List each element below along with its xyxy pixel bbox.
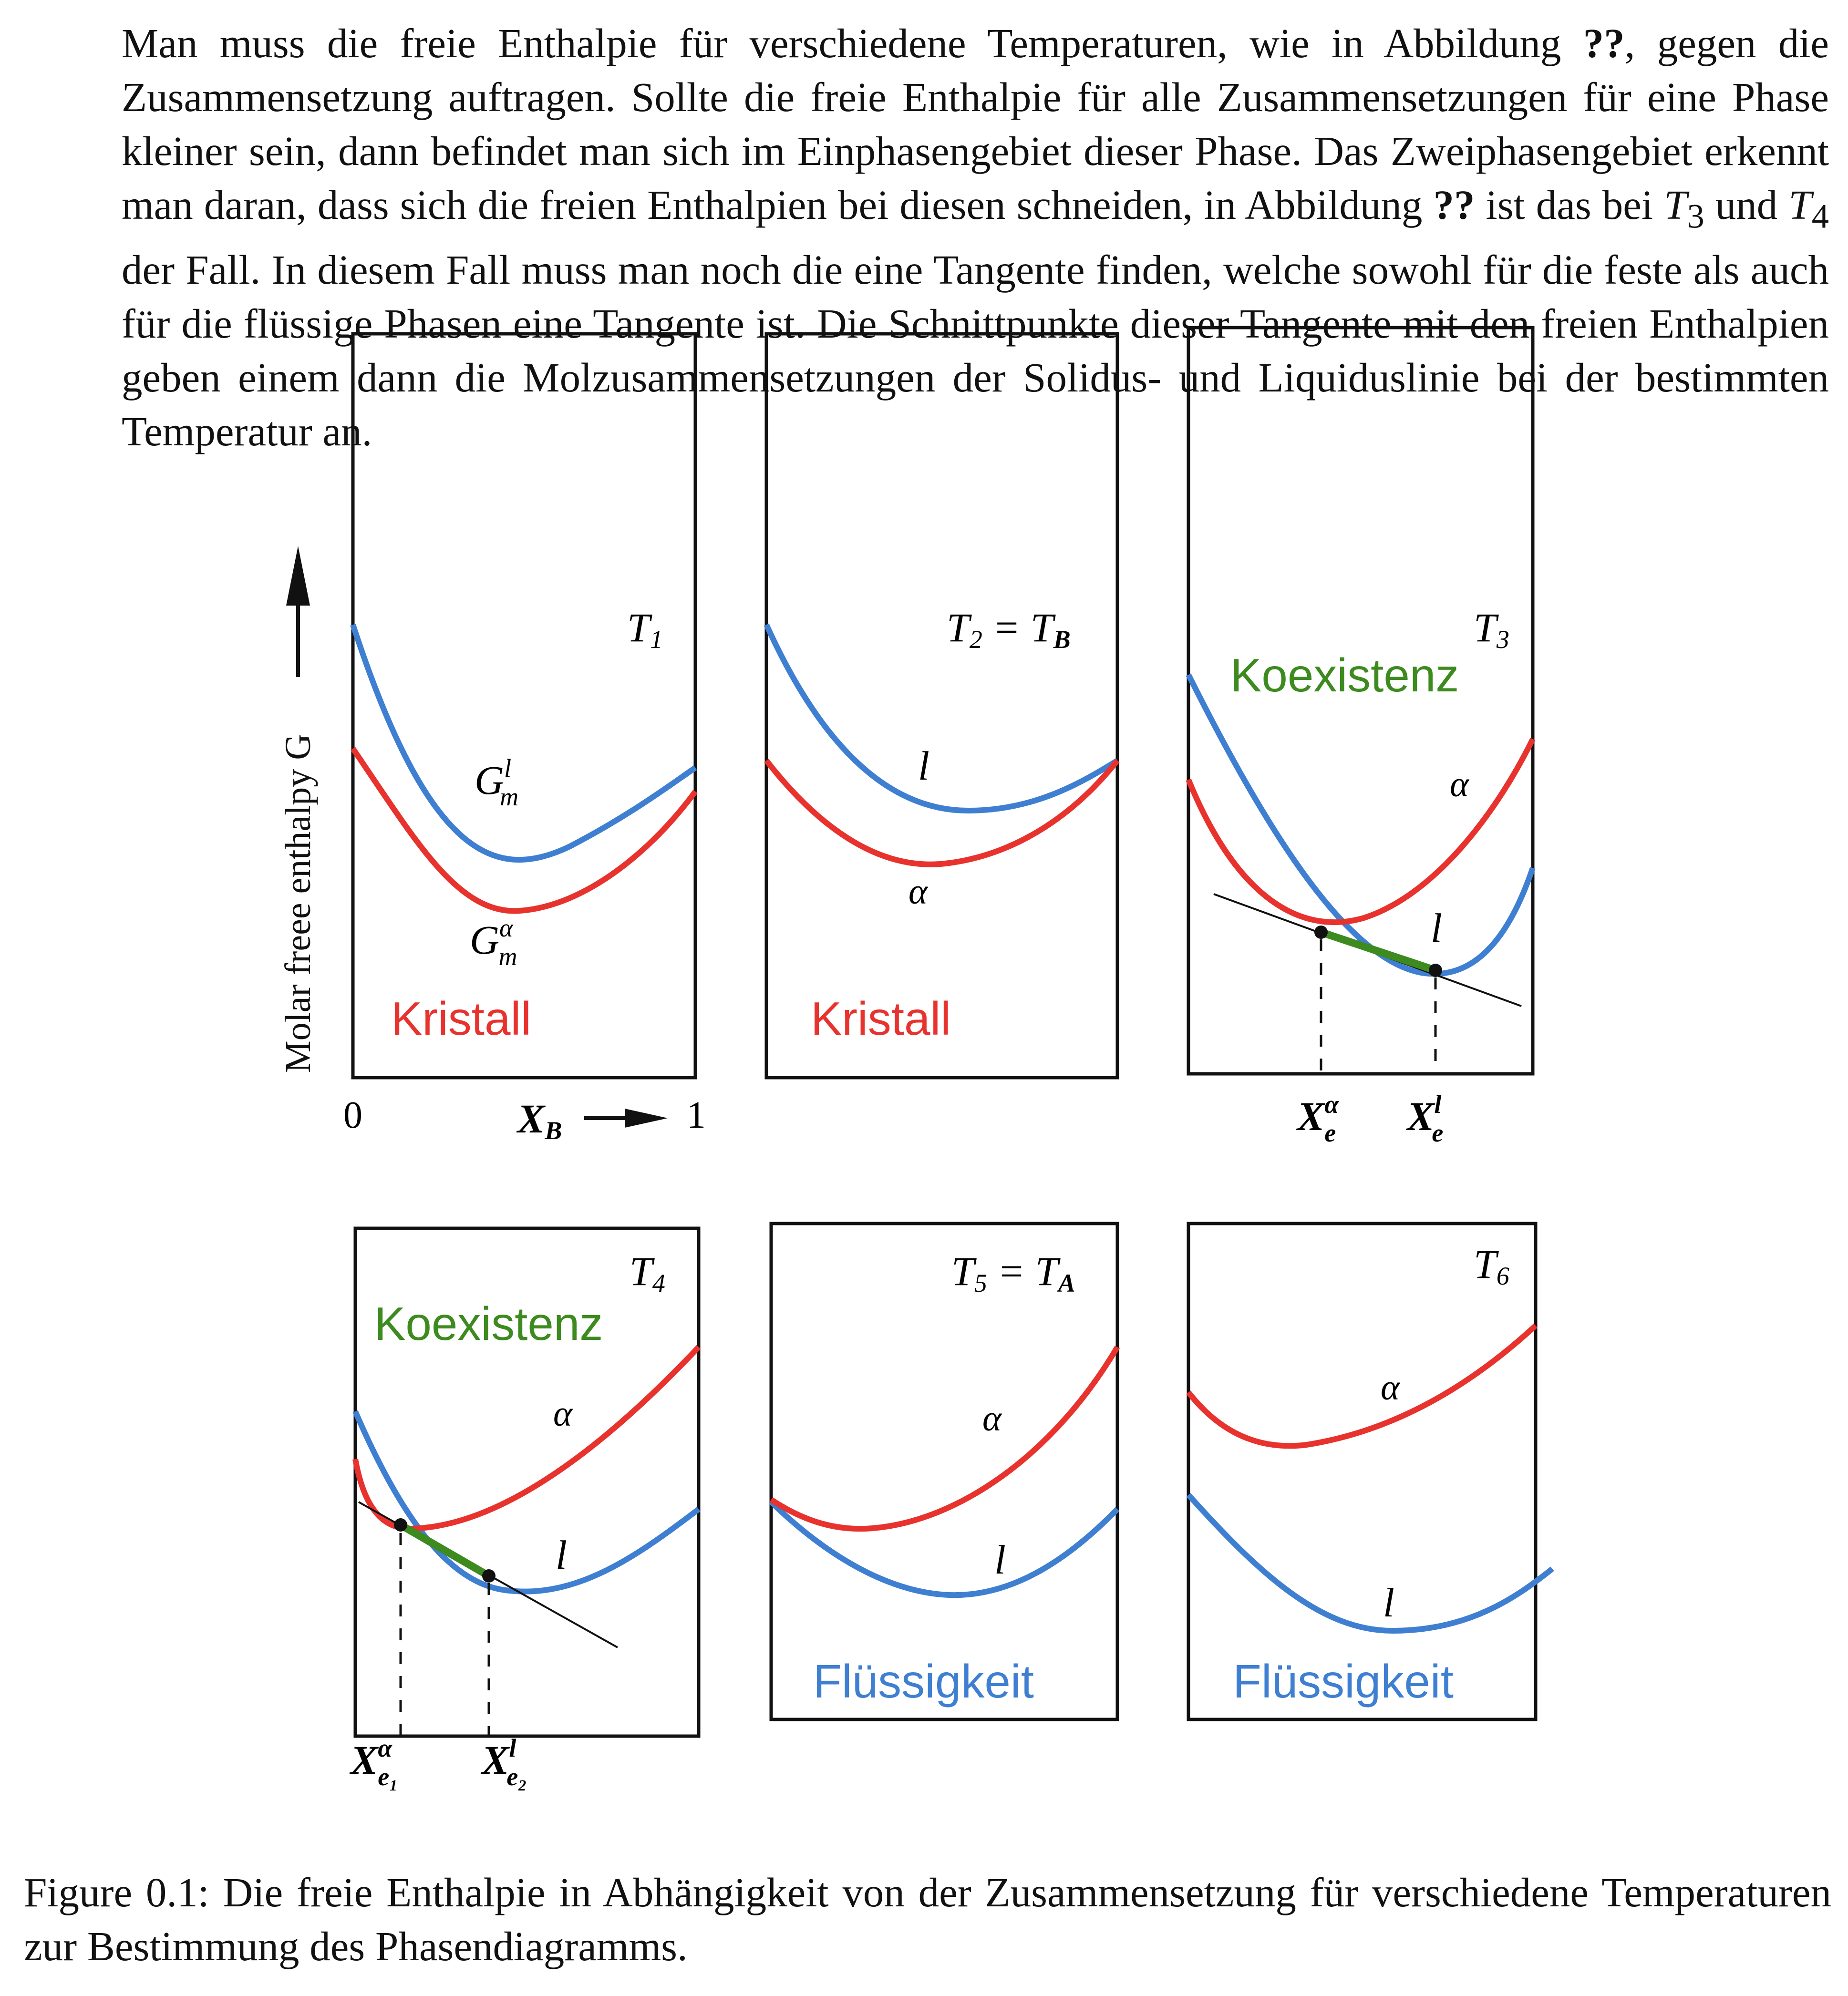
math-t4: T	[1788, 182, 1812, 228]
intro-text: Sollte die freie Enthalpie für alle Zusa…	[122, 74, 1829, 174]
curve-label-crystal: α	[1381, 1368, 1401, 1408]
caption-label: Figure 0.1:	[24, 1869, 209, 1915]
region-label: Kristall	[391, 992, 531, 1045]
figure-ref[interactable]: ??	[1583, 20, 1625, 66]
tangent-tick-solid: Xα e₁	[349, 1734, 398, 1791]
panel-title: T4	[630, 1248, 665, 1297]
intro-text: ist das bei	[1475, 182, 1664, 228]
panel-title: T5 = TA	[951, 1248, 1075, 1297]
curve-crystal	[1186, 738, 1536, 926]
math-sub: 3	[1687, 196, 1704, 236]
x-tick-min: 0	[343, 1094, 362, 1136]
intro-paragraph: Man muss die freie Enthalpie für verschi…	[122, 16, 1829, 458]
panel-title: T1	[627, 605, 663, 654]
panel-t1-frame	[351, 332, 697, 1080]
panel-t4-frame	[353, 1226, 701, 1738]
intro-text: der Fall.	[122, 247, 261, 293]
enthalpy-figure: Molar freee enthalpy G T1 Gl m Gα m Krista…	[278, 326, 1554, 1791]
curve-label-crystal: Gα m	[470, 914, 517, 971]
tangent-point	[1314, 926, 1328, 939]
region-label: Koexistenz	[374, 1297, 603, 1350]
curve-crystal	[1186, 1323, 1538, 1449]
tangent-tick-liquid: Xl e₂	[480, 1734, 527, 1791]
intro-text: Man muss die freie Enthalpie für verschi…	[122, 20, 1583, 66]
curve-label-crystal: α	[909, 872, 929, 912]
intro-text: Die Schnittpunkte dieser Tangente mit de…	[122, 300, 1829, 455]
tangent-tick-liquid: Xl e	[1405, 1090, 1443, 1147]
curve-label-crystal: α	[553, 1394, 573, 1434]
curve-label-liquid: l	[994, 1537, 1006, 1583]
curve-liquid	[764, 623, 1119, 814]
panel-title: T2 = TB	[947, 605, 1071, 654]
curve-label-liquid: Gl m	[475, 754, 518, 811]
curve-liquid	[769, 1500, 1120, 1598]
x-axis-arrowhead-icon	[625, 1109, 668, 1128]
tangent-point	[1429, 964, 1442, 977]
curve-liquid	[352, 1410, 701, 1595]
region-label: Kristall	[811, 992, 951, 1045]
tangent-tick-solid: Xα e	[1296, 1090, 1339, 1147]
caption-text: Die freie Enthalpie in Abhängigkeit von …	[24, 1869, 1831, 1969]
curve-crystal	[769, 1345, 1120, 1532]
math-sub: 4	[1811, 196, 1829, 236]
curve-label-crystal: α	[982, 1399, 1002, 1439]
panel-t5-frame	[769, 1222, 1119, 1721]
curve-label-crystal: α	[1450, 764, 1470, 804]
curve-label-liquid: l	[1431, 905, 1442, 951]
coexistence-segment	[1320, 928, 1437, 974]
panel-t6-frame	[1187, 1222, 1538, 1721]
coexistence-segment	[398, 1522, 491, 1579]
curve-crystal	[764, 759, 1120, 867]
curve-label-liquid: l	[918, 743, 929, 789]
curve-crystal	[351, 747, 698, 914]
y-axis-label: Molar freee enthalpy G	[278, 734, 318, 1073]
x-axis-label: XB	[516, 1096, 562, 1145]
intro-text: und	[1704, 182, 1789, 228]
curve-label-liquid: l	[556, 1532, 567, 1578]
region-label: Flüssigkeit	[1233, 1655, 1454, 1708]
intro-text: , gegen die Zusammensetzung auftragen.	[122, 20, 1829, 120]
tangent-point	[482, 1569, 496, 1583]
curve-liquid	[1186, 673, 1536, 977]
curve-label-liquid: l	[1383, 1580, 1394, 1626]
tangent-point	[394, 1518, 407, 1532]
region-label: Koexistenz	[1230, 649, 1459, 701]
intro-text: In diesem Fall muss man noch die eine Ta…	[122, 247, 1829, 347]
y-axis-arrowhead-icon	[286, 546, 310, 606]
figure-ref[interactable]: ??	[1433, 182, 1475, 228]
panel-t3-frame	[1187, 326, 1535, 1076]
region-label: Flüssigkeit	[813, 1655, 1034, 1708]
curve-crystal	[352, 1345, 701, 1532]
curve-liquid	[1186, 1492, 1554, 1634]
intro-text: Das Zweiphasengebiet erkennt man daran, …	[122, 128, 1829, 228]
curve-liquid	[350, 624, 697, 863]
panel-title: T6	[1474, 1241, 1509, 1290]
math-t3: T	[1664, 182, 1687, 228]
figure-caption: Figure 0.1: Die freie Enthalpie in Abhän…	[24, 1865, 1831, 1973]
panel-title: T3	[1474, 605, 1509, 654]
x-tick-max: 1	[687, 1094, 706, 1136]
panel-t2-frame	[764, 332, 1119, 1080]
